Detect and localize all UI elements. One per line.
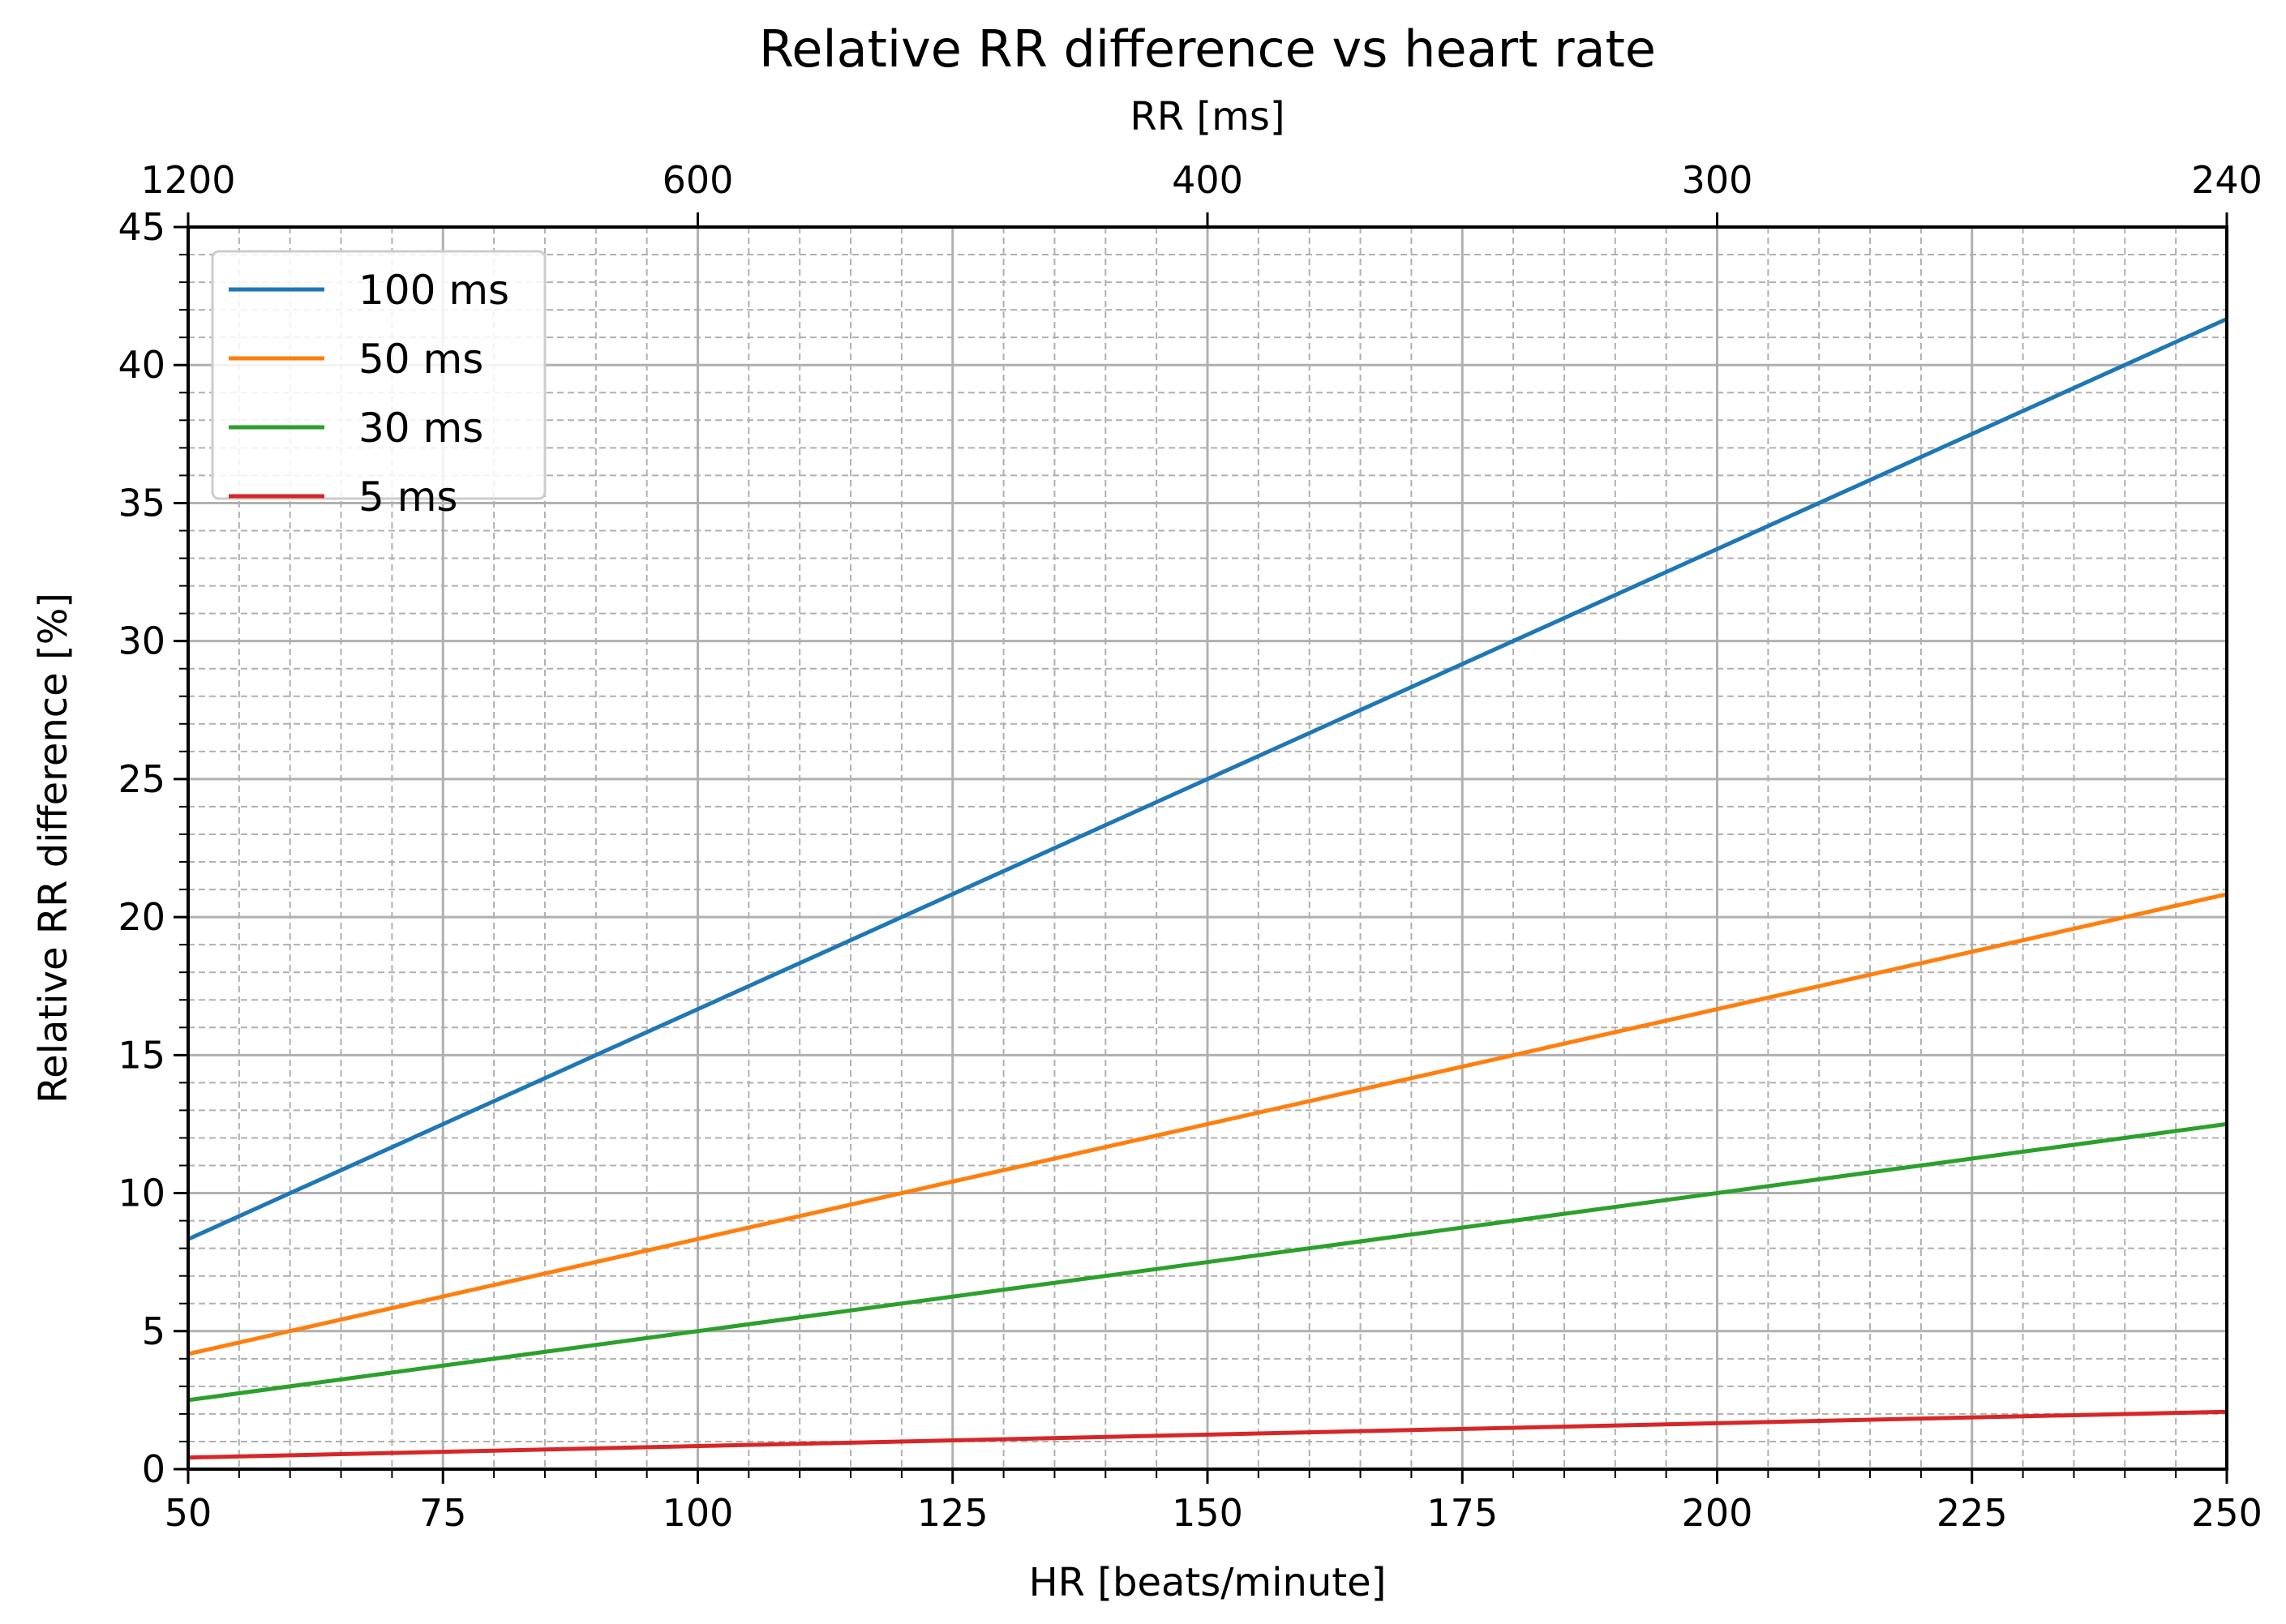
chart-title: Relative RR difference vs heart rate (759, 19, 1656, 79)
legend-frame (211, 250, 547, 500)
y-tick-label: 40 (118, 343, 165, 387)
y-axis-label: Relative RR difference [%] (31, 593, 76, 1103)
y-tick-label: 35 (118, 481, 165, 525)
minor-grid (188, 227, 2227, 1469)
y-tick-label: 10 (118, 1172, 165, 1215)
legend: 100 ms 50 ms 30 ms 5 ms (211, 250, 547, 521)
x-tick-label: 50 (165, 1491, 212, 1535)
y-tick-label: 20 (118, 895, 165, 939)
major-grid (187, 225, 2228, 1471)
y-tick-label: 0 (142, 1447, 165, 1491)
x-tick-label: 175 (1426, 1491, 1498, 1535)
x-tick-label: 125 (917, 1491, 989, 1535)
axis-ticks (174, 212, 2228, 1484)
x-tick-label: 100 (663, 1491, 734, 1535)
y-tick-label: 25 (118, 757, 165, 801)
top-tick-label: 600 (663, 158, 734, 202)
top-tick-label: 240 (2191, 158, 2262, 202)
legend-label: 100 ms (358, 267, 509, 314)
top-tick-label: 1200 (140, 158, 235, 202)
series-line-30-ms (187, 1121, 2228, 1403)
x-axis-label: HR [beats/minute] (1029, 1560, 1387, 1605)
legend-label: 50 ms (358, 336, 483, 383)
legend-label: 30 ms (358, 405, 483, 452)
series-line-100-ms (187, 317, 2228, 1241)
series-line-5-ms (187, 1409, 2228, 1460)
y-tick-label: 5 (142, 1309, 165, 1353)
legend-items: 100 ms 50 ms 30 ms 5 ms (229, 267, 509, 521)
x-tick-label: 150 (1172, 1491, 1243, 1535)
series-line-50-ms (187, 892, 2228, 1356)
y-tick-label: 45 (118, 205, 165, 249)
tick-labels: 50 75 100 125 150 175 200 225 250 0 5 10 15 20 25 30 35 4… (118, 158, 2262, 1535)
x-tick-label: 200 (1682, 1491, 1753, 1535)
y-tick-label: 30 (118, 619, 165, 663)
x-tick-label: 75 (419, 1491, 467, 1535)
legend-label: 5 ms (358, 473, 457, 521)
top-tick-label: 400 (1172, 158, 1243, 202)
y-tick-label: 15 (118, 1033, 165, 1077)
series-lines (187, 317, 2228, 1460)
x-tick-label: 225 (1936, 1491, 2008, 1535)
secondary-x-axis-label: RR [ms] (1130, 94, 1285, 139)
top-tick-label: 300 (1682, 158, 1753, 202)
x-tick-label: 250 (2191, 1491, 2262, 1535)
